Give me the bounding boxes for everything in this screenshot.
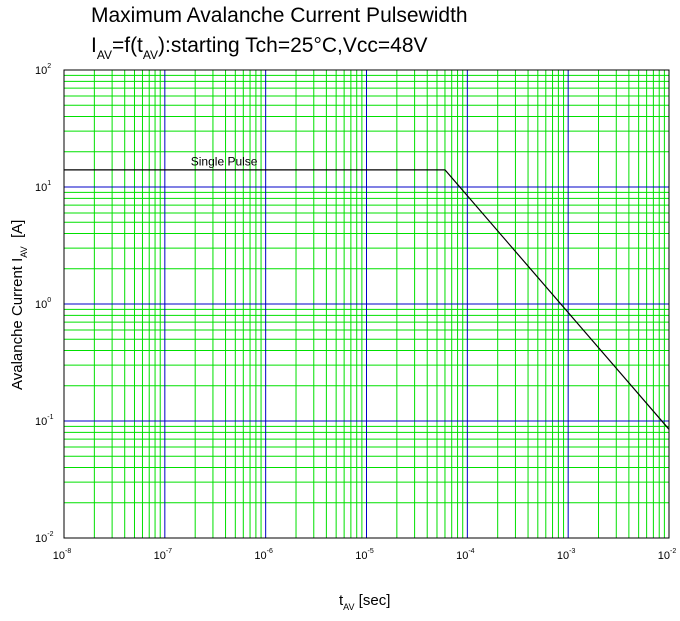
subtitle-part-1: I [91, 34, 97, 57]
subtitle-part-2: =f(t [111, 34, 143, 57]
x-tick-label: 10-7 [154, 548, 173, 562]
x-tick-label: 10-2 [658, 548, 677, 562]
subtitle-sub-1: AV [96, 48, 112, 62]
x-axis-label-unit: [sec] [354, 592, 391, 609]
y-tick-label: 10-2 [35, 531, 54, 545]
y-axis-label-sub: AV [19, 246, 29, 258]
plot-frame [63, 69, 670, 539]
x-tick-label: 10-6 [254, 548, 273, 562]
x-tick-label: 10-3 [557, 548, 576, 562]
x-tick-label: 10-5 [355, 548, 374, 562]
y-tick-label: 100 [35, 297, 51, 311]
y-tick-label: 10-1 [35, 414, 54, 428]
x-axis-label: tAV [sec] [339, 592, 391, 612]
y-tick-label: 102 [35, 63, 51, 77]
x-axis-label-sub: AV [343, 602, 355, 612]
y-axis-label-base: Avalanche Current I [9, 257, 26, 390]
annotations: Single Pulse [191, 155, 258, 169]
subtitle-sub-2: AV [142, 48, 159, 62]
subtitle-part-3: ):starting Tch=25°C,Vcc=48V [158, 34, 428, 57]
annotation-single-pulse: Single Pulse [191, 155, 258, 169]
series-line-single-pulse [64, 169, 670, 430]
x-axis-label-base: t [339, 592, 344, 609]
chart-title: Maximum Avalanche Current Pulsewidth [91, 4, 468, 27]
y-tick-label: 101 [35, 180, 51, 194]
chart-subtitle: IAV=f(tAV):starting Tch=25°C,Vcc=48V [91, 34, 428, 62]
x-tick-label: 10-4 [456, 548, 475, 562]
x-tick-labels: 10-8 10-7 10-6 10-5 10-4 10-3 10-2 [53, 548, 677, 562]
x-tick-label: 10-8 [53, 548, 72, 562]
series-layer [64, 169, 670, 430]
y-tick-labels: 10-2 10-1 100 101 102 [35, 63, 54, 545]
major-grid [64, 70, 669, 538]
y-axis-label-unit: [A] [9, 219, 26, 247]
